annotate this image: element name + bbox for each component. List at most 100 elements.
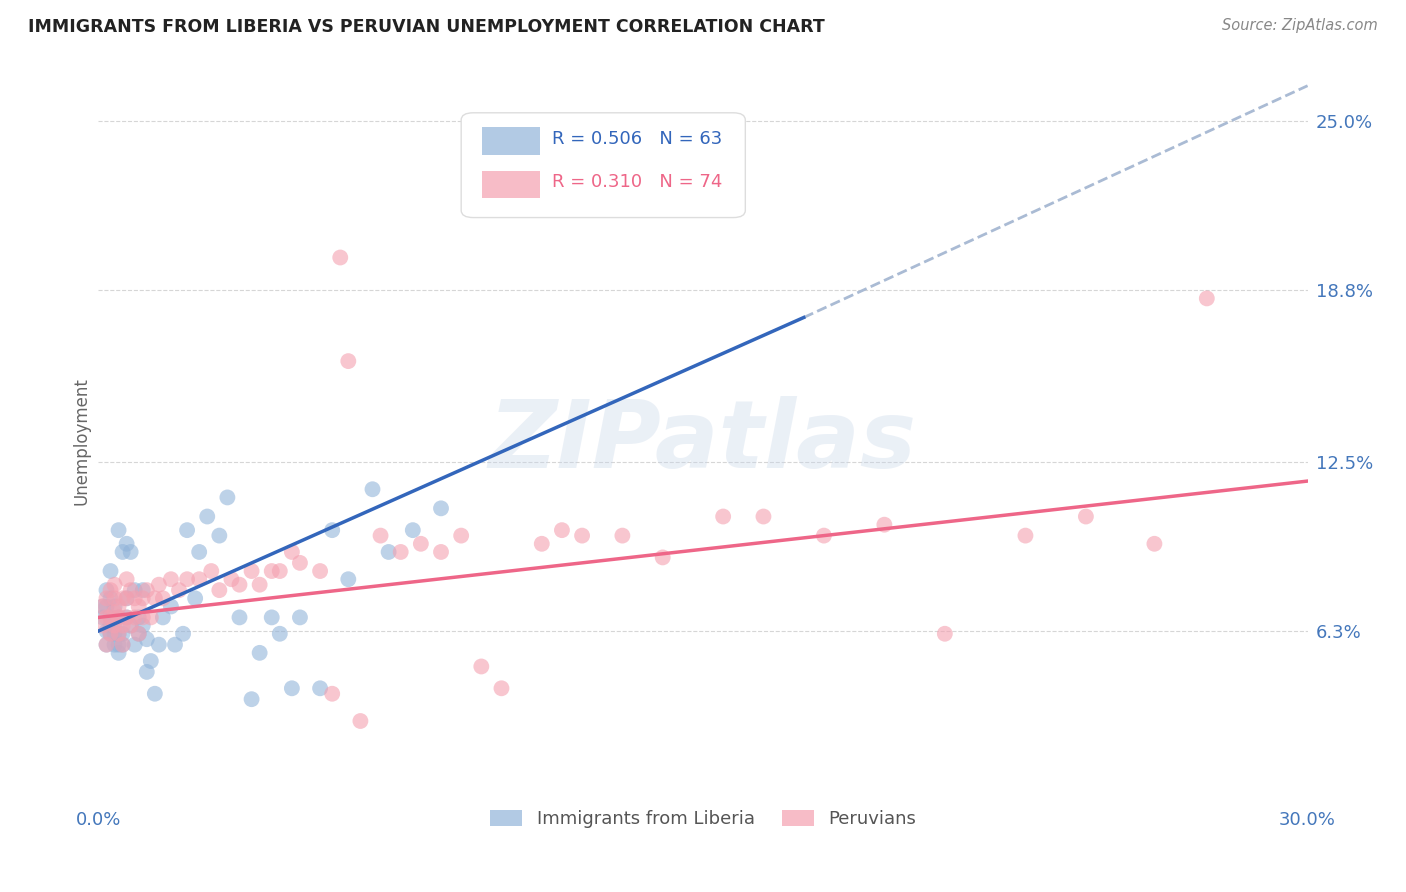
Point [1074,509,1097,524]
Point [103,591,125,606]
Point [120,583,142,598]
Point [103,618,125,632]
Point [288,610,311,624]
Point [389,545,412,559]
Point [200,564,222,578]
Point [450,528,472,542]
Point [281,545,304,559]
Point [111,638,134,652]
Point [107,610,129,624]
Point [409,537,432,551]
Point [120,618,142,632]
Point [370,528,392,542]
Point [221,572,243,586]
Point [228,577,250,591]
Point [148,577,170,591]
Point [100,626,122,640]
Point [135,583,157,598]
Point [152,610,174,624]
Text: Source: ZipAtlas.com: Source: ZipAtlas.com [1222,18,1378,33]
Point [96,583,118,598]
Point [470,659,492,673]
Point [128,610,150,624]
Point [120,545,142,559]
Point [111,618,134,632]
Point [107,599,129,614]
Point [100,610,122,624]
Point [430,545,453,559]
Point [103,638,125,652]
Point [260,610,283,624]
Y-axis label: Unemployment: Unemployment [72,377,90,506]
Point [176,523,198,537]
Point [249,577,271,591]
Point [100,583,122,598]
Point [100,591,122,606]
Point [139,654,162,668]
Point [107,626,129,640]
Point [111,591,134,606]
Point [107,626,129,640]
Point [813,528,835,542]
Point [128,626,150,640]
Point [184,591,207,606]
Point [249,646,271,660]
Point [402,523,425,537]
Point [103,626,125,640]
Point [240,564,263,578]
Point [132,583,155,598]
Point [148,638,170,652]
Point [115,610,138,624]
Point [188,572,211,586]
Point [103,605,125,619]
Point [107,646,129,660]
Point [361,482,384,496]
Point [430,501,453,516]
Point [100,618,122,632]
Point [115,610,138,624]
Point [321,687,343,701]
Point [128,626,150,640]
Point [167,583,190,598]
Point [873,517,896,532]
Point [115,591,138,606]
Point [1195,292,1218,306]
Point [96,638,118,652]
Point [309,681,332,696]
Legend: Immigrants from Liberia, Peruvians: Immigrants from Liberia, Peruvians [481,801,925,837]
Point [269,626,291,640]
Point [120,618,142,632]
Point [100,610,122,624]
Point [281,681,304,696]
Point [240,692,263,706]
Point [612,528,634,542]
Point [135,632,157,647]
Point [269,564,291,578]
Point [349,714,371,728]
Point [115,572,138,586]
Text: IMMIGRANTS FROM LIBERIA VS PERUVIAN UNEMPLOYMENT CORRELATION CHART: IMMIGRANTS FROM LIBERIA VS PERUVIAN UNEM… [28,18,825,36]
Point [309,564,332,578]
Point [752,509,775,524]
Point [172,626,194,640]
Point [163,638,186,652]
Point [91,599,114,614]
Point [96,591,118,606]
Text: R = 0.506   N = 63: R = 0.506 N = 63 [551,130,723,148]
Point [188,545,211,559]
Point [551,523,574,537]
Point [571,528,593,542]
Point [103,599,125,614]
Point [91,599,114,614]
Point [228,610,250,624]
Text: ZIPatlas: ZIPatlas [489,395,917,488]
Point [337,572,360,586]
Point [107,610,129,624]
Point [132,610,155,624]
Point [329,251,352,265]
Point [107,523,129,537]
Point [100,626,122,640]
Point [152,591,174,606]
Bar [482,128,540,154]
Point [143,687,166,701]
